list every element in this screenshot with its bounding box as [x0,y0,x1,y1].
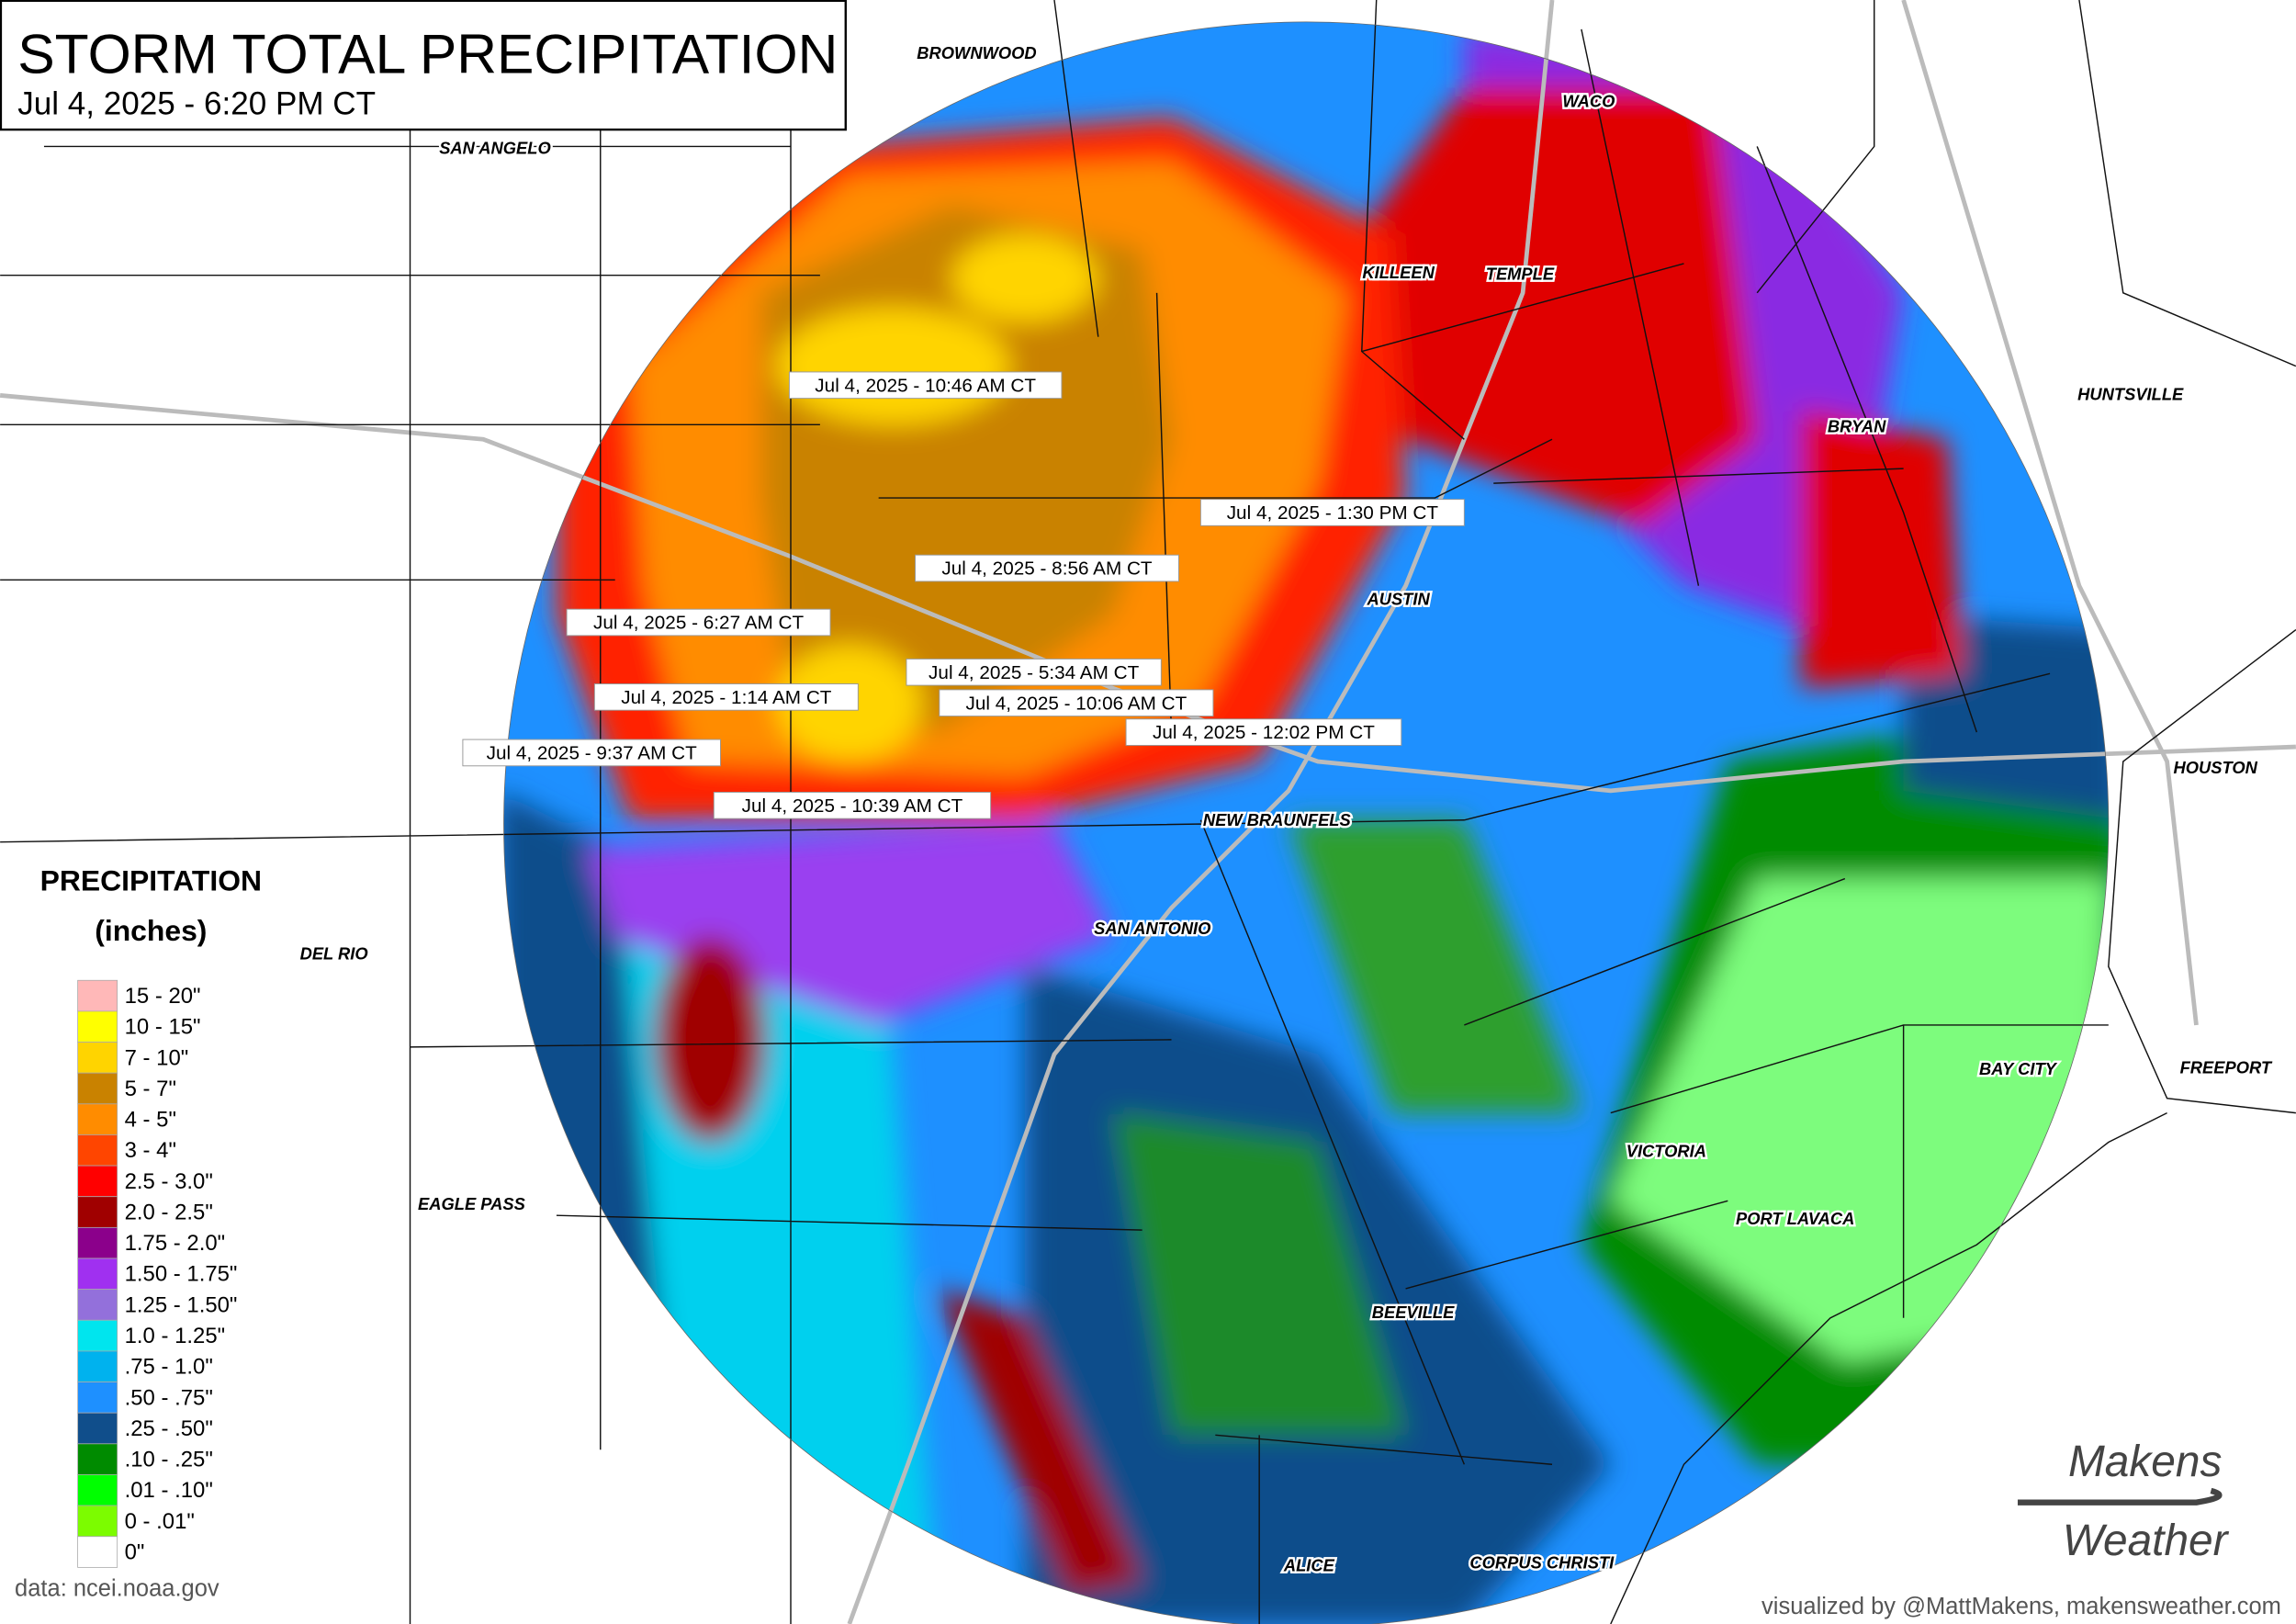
city-label: HUNTSVILLE [2077,384,2184,403]
timestamp-box [1125,718,1402,746]
timestamp-label: Jul 4, 2025 - 1:30 PM CT [1227,502,1439,524]
legend-label: 15 - 20" [125,984,201,1009]
city-label: BRYAN [1828,416,1886,435]
legend-label: 1.0 - 1.25" [125,1324,226,1348]
legend-label: .10 - .25" [125,1448,213,1472]
legend-swatch [77,1103,118,1135]
data-source: data: ncei.noaa.gov [15,1576,219,1602]
timestamp-box [1199,499,1465,526]
timestamp-box [593,683,859,711]
legend-swatch [77,1350,118,1382]
legend-swatch [77,1257,118,1291]
legend-label: .25 - .50" [125,1416,213,1441]
legend-label: 2.5 - 3.0" [125,1169,213,1194]
legend-swatch [77,1505,118,1538]
title: STORM TOTAL PRECIPITATION [17,23,838,85]
timestamp-box [462,739,721,767]
timestamp-label: Jul 4, 2025 - 10:06 AM CT [966,693,1187,714]
legend-label: .50 - .75" [125,1385,213,1410]
city-label: VICTORIA [1626,1142,1706,1161]
city-label: NEW BRAUNFELS [1203,810,1352,829]
city-label: HOUSTON [2174,758,2258,777]
legend-label: 3 - 4" [125,1138,176,1163]
legend-title: PRECIPITATION [40,864,262,897]
legend-label: 5 - 7" [125,1077,176,1101]
legend-label: 1.75 - 2.0" [125,1231,226,1256]
timestamp-label: Jul 4, 2025 - 10:46 AM CT [815,375,1036,396]
city-label: WACO [1562,91,1615,110]
legend-label: 10 - 15" [125,1015,201,1040]
city-label: DEL RIO [300,943,368,963]
city-label: TEMPLE [1486,265,1555,284]
legend-swatch [77,1412,118,1445]
subtitle: Jul 4, 2025 - 6:20 PM CT [17,85,376,121]
timestamp-box [915,554,1179,582]
legend-label: 4 - 5" [125,1108,176,1133]
legend-label: .75 - 1.0" [125,1355,213,1380]
timestamp-box [906,658,1162,686]
city-label: AUSTIN [1366,589,1430,608]
timestamp-label: Jul 4, 2025 - 5:34 AM CT [929,662,1140,683]
legend-swatch [77,1443,118,1475]
city-label: PORT LAVACA [1736,1209,1854,1228]
city-label: ALICE [1283,1556,1335,1575]
legend: 15 - 20" 10 - 15" 7 - 10" 5 - 7" 4 - 5" 3 - 4… [77,979,238,1568]
legend-swatch [77,1072,118,1105]
timestamp-label: Jul 4, 2025 - 9:37 AM CT [487,742,698,763]
legend-swatch [77,1382,118,1414]
legend-swatch [77,1165,118,1198]
timestamp-label: Jul 4, 2025 - 12:02 PM CT [1153,722,1375,743]
city-label: CORPUS CHRISTI [1469,1552,1615,1572]
legend-swatch [77,979,118,1012]
timestamp-labels: Jul 4, 2025 - 10:46 AM CT Jul 4, 2025 - 1… [462,371,1465,819]
city-label: FREEPORT [2180,1058,2273,1077]
legend-label: 7 - 10" [125,1045,189,1070]
city-labels: BROWNWOOD WACO SAN ANGELO KILLEEN TEMPLE… [298,40,2275,1577]
legend-swatch [77,1474,118,1506]
legend-swatch [77,1010,118,1043]
city-label: SAN ANTONIO [1094,919,1210,938]
legend-label: 1.25 - 1.50" [125,1292,238,1317]
legend-swatch [77,1319,118,1352]
legend-label: .01 - .10" [125,1478,213,1503]
legend-label: 1.50 - 1.75" [125,1262,238,1287]
legend-swatch [77,1134,118,1167]
credit: visualized by @MattMakens, makensweather… [1761,1594,2281,1619]
legend-label: 0 - .01" [125,1509,195,1534]
city-label: EAGLE PASS [418,1194,526,1213]
timestamp-label: Jul 4, 2025 - 10:39 AM CT [742,795,963,817]
legend-units: (inches) [95,914,207,947]
legend-label: 0" [125,1539,145,1564]
legend-swatch [77,1042,118,1074]
legend-swatch [77,1226,118,1259]
timestamp-label: Jul 4, 2025 - 1:14 AM CT [621,687,832,708]
title-box [0,0,847,131]
timestamp-label: Jul 4, 2025 - 8:56 AM CT [941,558,1153,580]
timestamp-box [566,608,831,637]
legend-label: 2.0 - 2.5" [125,1200,213,1224]
city-label: SAN ANGELO [439,138,551,157]
logo: Makens Weather [2017,1438,2230,1565]
city-label: BEEVILLE [1372,1303,1455,1322]
timestamp-box [788,371,1063,400]
city-label: BROWNWOOD [917,43,1036,62]
timestamp-box [939,689,1214,717]
logo-top: Makens [2068,1438,2222,1486]
legend-swatch [77,1196,118,1228]
legend-swatch [77,1289,118,1321]
city-label: KILLEEN [1362,263,1435,282]
timestamp-label: Jul 4, 2025 - 6:27 AM CT [593,613,805,634]
legend-swatch [77,1536,118,1568]
logo-swoosh [2017,1487,2223,1506]
city-label: BAY CITY [1979,1059,2058,1078]
logo-bottom: Weather [2063,1517,2230,1565]
timestamp-box [713,791,992,819]
